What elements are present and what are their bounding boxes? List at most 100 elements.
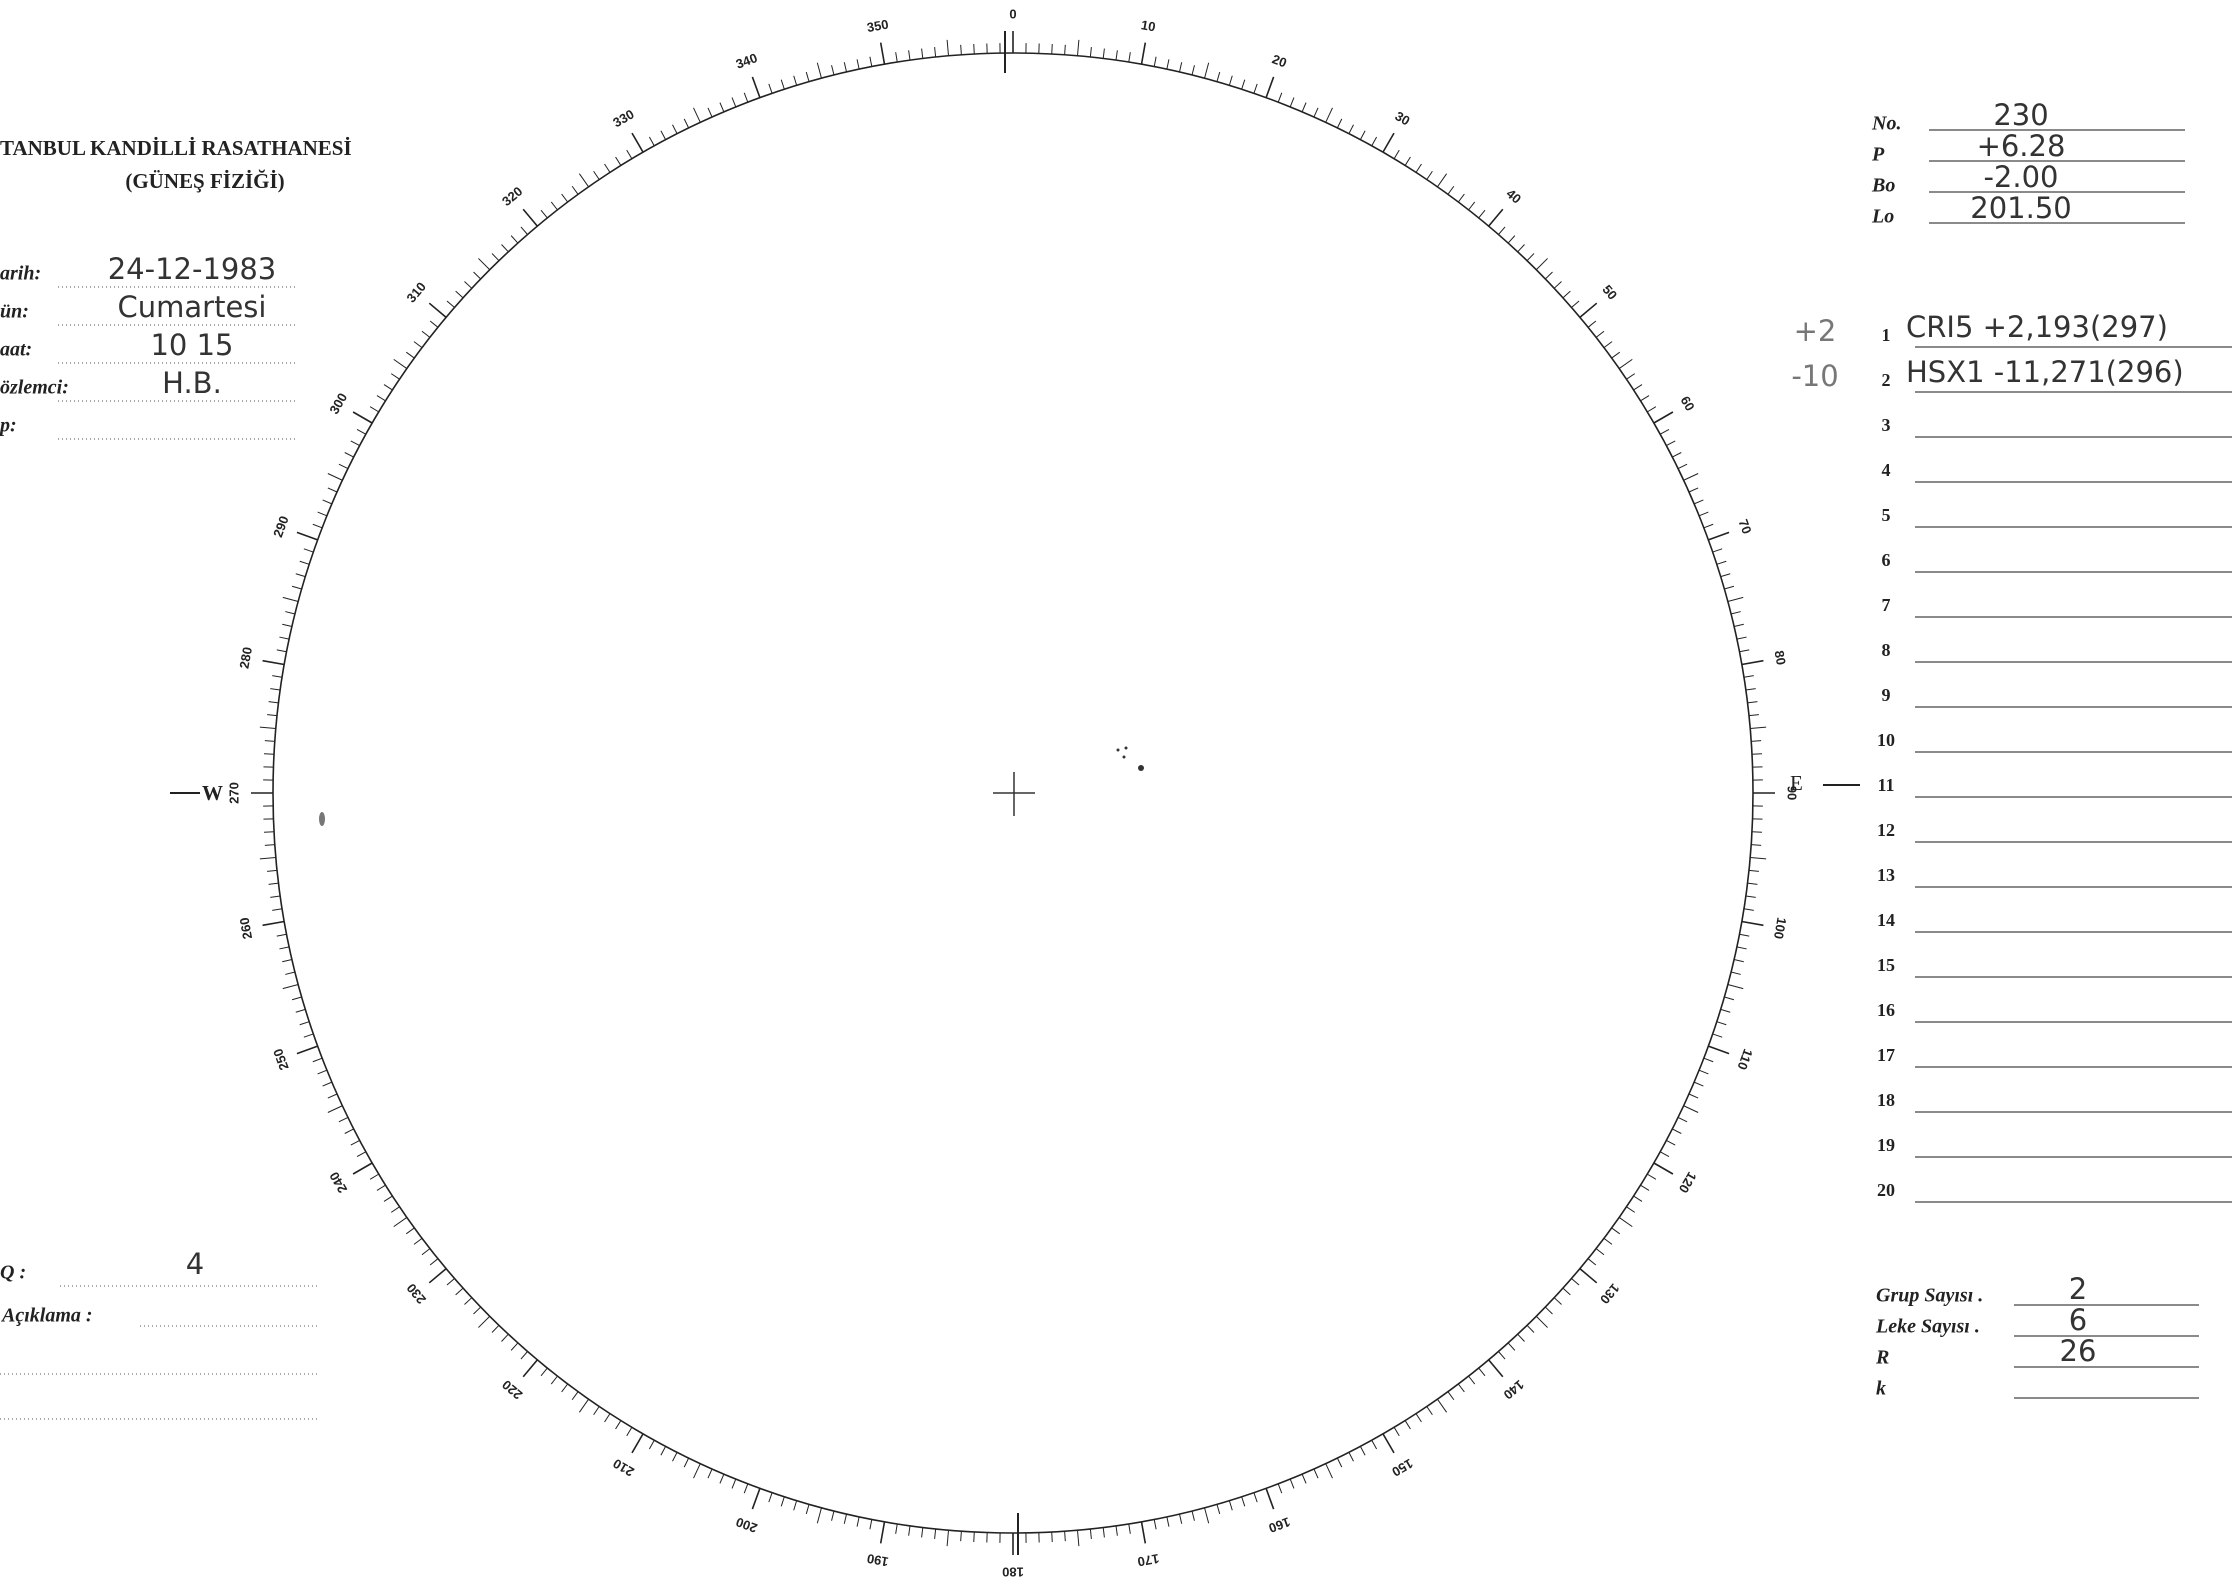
dial-tick (793, 75, 798, 86)
dial-tick (356, 428, 367, 435)
dial-tick (1204, 1507, 1210, 1524)
field-value: Cumartesi (118, 290, 267, 324)
dial-label: 260 (237, 916, 256, 940)
row-number: 11 (1877, 775, 1894, 795)
dial-tick (317, 1069, 328, 1075)
dial-tick (1178, 62, 1183, 73)
dial-tick (1743, 908, 1754, 911)
summary-value: 2 (2069, 1272, 2087, 1306)
dial-tick (1359, 130, 1366, 140)
dial-tick (338, 1116, 349, 1123)
dial-tick (1741, 659, 1764, 666)
quality-label: Q : (0, 1262, 26, 1284)
dial-tick (413, 341, 423, 349)
dial-tick (303, 548, 314, 553)
remarks-label: Açıklama : (0, 1305, 93, 1327)
row-number: 17 (1877, 1045, 1895, 1065)
field-value: H.B. (162, 366, 222, 400)
dial-tick (1348, 124, 1354, 134)
dial-tick (1301, 1473, 1307, 1484)
dial-tick (350, 440, 360, 447)
dial-tick (879, 1521, 886, 1544)
dial-tick (1724, 996, 1735, 1001)
dial-tick (1115, 1525, 1118, 1536)
dial-tick (1313, 1468, 1319, 1479)
dial-tick (270, 688, 281, 691)
dial-tick (816, 62, 822, 79)
dial-tick (390, 373, 400, 380)
dial-tick (934, 47, 937, 58)
dial-tick (1716, 560, 1727, 565)
dial-tick (491, 253, 500, 262)
dial-tick (327, 1105, 343, 1113)
row-number: 18 (1877, 1090, 1895, 1110)
row-number: 3 (1882, 415, 1891, 435)
param-value: 230 (1993, 98, 2048, 132)
dial-tick (383, 384, 393, 391)
dial-label: 270 (226, 782, 241, 804)
dial-tick (405, 351, 415, 359)
dial-label: 30 (1393, 108, 1413, 128)
dial-tick (473, 1306, 482, 1315)
dial-tick (1426, 1406, 1433, 1416)
dial-tick (672, 1452, 678, 1462)
dial-tick (317, 511, 328, 517)
dial-label: 0 (1009, 6, 1016, 21)
dial-tick (1751, 753, 1762, 755)
dial-tick (1478, 1367, 1486, 1377)
dial-tick (376, 395, 386, 402)
dial-tick (751, 76, 761, 98)
dial-tick (780, 79, 785, 90)
row-number: 5 (1882, 505, 1891, 525)
dial-tick (405, 1227, 415, 1235)
dial-tick (1716, 1021, 1727, 1026)
dial-tick (1720, 573, 1731, 578)
row-number: 1 (1882, 325, 1891, 345)
dial-tick (1733, 623, 1744, 628)
dial-tick (843, 1513, 848, 1524)
dial-tick (369, 406, 379, 413)
dial-tick (510, 1342, 519, 1351)
dial-tick (478, 258, 491, 271)
dial-tick (1140, 1521, 1147, 1544)
dial-tick (1693, 1081, 1704, 1087)
dial-tick (429, 1258, 439, 1266)
dial-tick (1064, 1531, 1066, 1542)
dial-tick (843, 62, 848, 73)
dial-tick (1457, 1383, 1465, 1393)
field-label: özlemci: (0, 377, 69, 399)
dial-label: 80 (1772, 649, 1789, 666)
dial-tick (1672, 452, 1682, 458)
dial-tick (267, 714, 278, 717)
dial-tick (1739, 933, 1750, 937)
dial-tick (1241, 1496, 1246, 1507)
dial-tick (1498, 226, 1506, 235)
dial-tick (731, 1478, 737, 1489)
dial-tick (731, 97, 737, 108)
dial-tick (540, 1367, 548, 1377)
dial-tick (571, 185, 579, 195)
row-number: 15 (1877, 955, 1895, 975)
dial-tick (267, 869, 278, 872)
dial-tick (1325, 107, 1333, 123)
dial-tick (282, 623, 293, 628)
dial-tick (1166, 59, 1170, 70)
dial-tick (1736, 946, 1747, 950)
dial-tick (683, 1457, 690, 1468)
dial-tick (1277, 1483, 1283, 1494)
dial-tick (1535, 1315, 1548, 1328)
dial-tick (1488, 208, 1504, 227)
dial-tick (1595, 1248, 1605, 1256)
dial-tick (719, 1473, 725, 1484)
summary-label: Leke Sayısı . (1875, 1316, 1980, 1338)
dial-tick (1216, 1504, 1221, 1515)
dial-tick (1751, 831, 1762, 833)
east-label: E (1790, 771, 1803, 795)
dial-tick (805, 71, 810, 82)
dial-tick (296, 531, 318, 541)
row-number: 10 (1877, 730, 1895, 750)
dial-tick (264, 844, 275, 846)
dial-tick (1739, 649, 1750, 653)
dial-tick (626, 1427, 633, 1437)
field-value: 10 15 (150, 328, 233, 362)
